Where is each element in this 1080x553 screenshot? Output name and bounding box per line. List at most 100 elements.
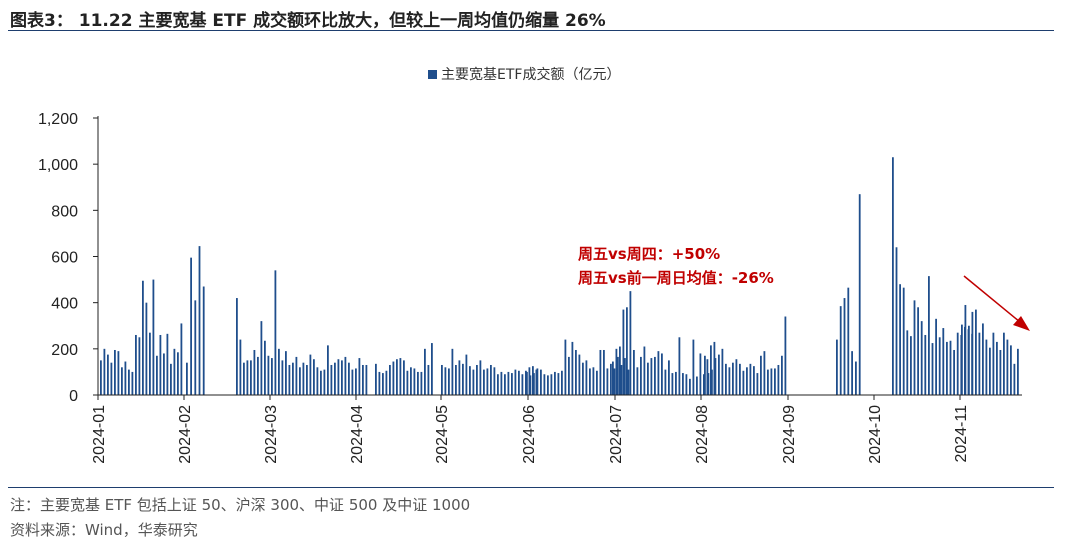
bar [721,348,724,395]
bar [661,353,663,395]
bar [194,300,197,395]
bar [250,360,252,396]
bar [949,340,952,395]
trend-arrow-line [963,275,1021,323]
bar [299,367,301,395]
bar [392,361,395,395]
bar [177,352,179,395]
bar [707,373,710,395]
bar [689,378,691,395]
bar [417,371,419,395]
bar [288,364,291,395]
bar [533,373,535,395]
bar [610,363,612,395]
bar [483,369,485,395]
top-divider [8,30,1054,31]
bar [622,309,625,395]
x-tick-label: 2024-08 [694,405,711,464]
bar [355,368,357,395]
bar [935,318,937,395]
bar [561,370,563,395]
bar [678,337,681,395]
bar [190,257,192,395]
bar [626,307,628,395]
bar [735,359,738,395]
bar [163,353,165,395]
bar [774,368,776,395]
bar [285,351,287,395]
bar [749,363,752,395]
bar [971,311,974,395]
bar [378,371,381,395]
footnote: 注：主要宽基 ETF 包括上证 50、沪深 300、中证 500 及中证 100… [10,496,471,514]
bar [267,355,270,395]
bar [149,332,151,395]
bar [760,355,762,395]
bar [330,364,333,395]
bar [292,362,294,395]
bar [612,361,614,395]
bar [138,337,141,395]
bar [924,334,927,395]
bar [382,373,384,395]
bar [847,287,850,395]
bar [535,369,538,395]
bar [964,304,967,395]
bar [714,358,717,395]
bar [431,343,433,395]
bar [851,351,853,395]
bar [260,321,263,395]
bar [239,339,242,395]
bar [781,355,783,395]
bar [603,349,605,395]
bar [624,358,626,395]
bar [152,279,155,395]
bar [992,332,995,395]
bar [858,194,861,395]
bar [557,373,560,395]
bar [313,359,315,395]
legend-label: 主要宽基ETF成交额（亿元） [441,67,621,83]
bar [281,360,284,396]
bar [599,349,602,395]
bar [302,362,305,395]
x-tick-label: 2024-06 [521,405,538,464]
bar [128,369,130,395]
bar [413,368,416,395]
bar [110,362,113,395]
bar [920,321,923,395]
y-tick-label: 600 [51,250,78,267]
bar [664,369,667,395]
bar [668,360,670,396]
bar [784,316,787,395]
bar [462,363,464,395]
bar [547,375,549,395]
annotation-fri-vs-prev-week: 周五vs前一周日均值：-26% [578,269,774,287]
bar [500,371,503,395]
bar [399,358,402,395]
bar [145,302,148,395]
bar [100,360,102,396]
bar [777,364,780,395]
bar [627,369,630,395]
bar [358,358,361,395]
bar [306,364,308,395]
bar [476,364,478,395]
bar [198,246,201,395]
bar [978,332,981,395]
bar [725,363,727,395]
bar [114,349,116,395]
x-tick-label: 2024-03 [263,405,280,464]
bar [706,359,709,395]
bar [613,368,616,395]
bar [479,360,482,396]
bar [124,361,127,395]
legend: 主要宽基ETF成交额（亿元） [428,64,620,84]
bar [320,370,322,395]
bar [526,371,528,395]
source-note: 资料来源：Wind，华泰研究 [10,521,198,539]
bar [351,369,354,395]
y-tick-label: 1,000 [38,157,78,174]
y-tick-label: 200 [51,342,78,359]
